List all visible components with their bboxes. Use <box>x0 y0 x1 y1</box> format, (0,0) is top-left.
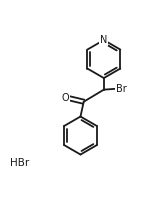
Text: Br: Br <box>116 84 127 94</box>
Text: N: N <box>100 35 108 45</box>
Text: HBr: HBr <box>10 158 29 168</box>
Text: O: O <box>62 93 69 103</box>
